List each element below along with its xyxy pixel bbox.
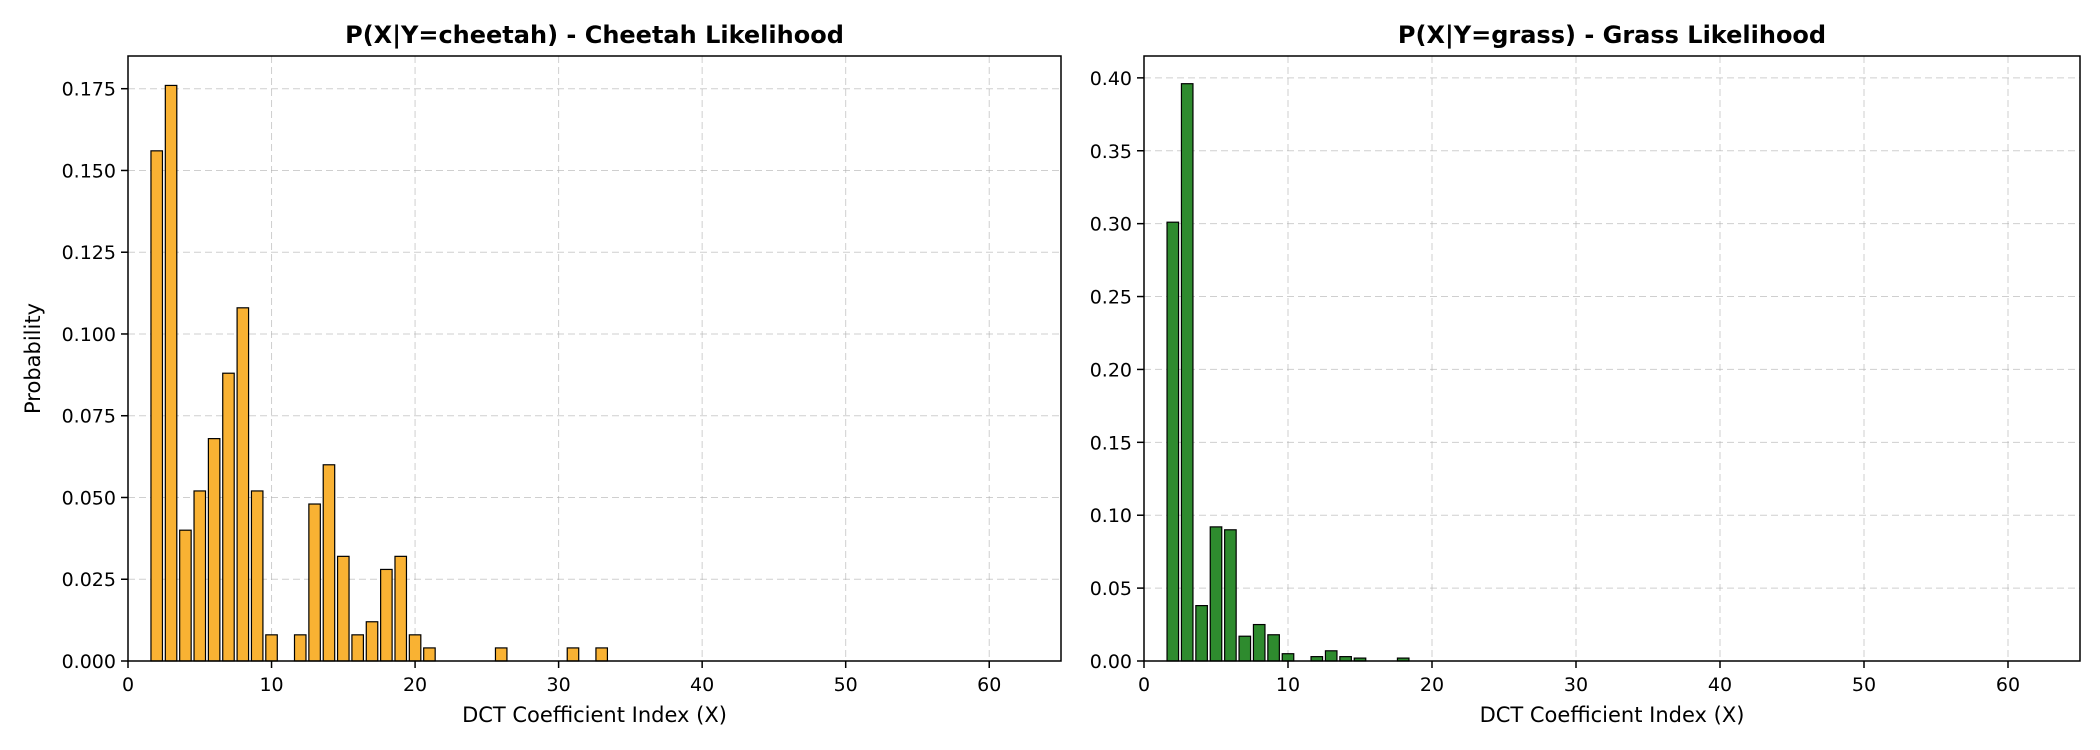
- x-tick-label: 50: [834, 674, 858, 696]
- x-tick-label: 0: [122, 674, 134, 696]
- chart-panel-2: 0 10 20 30 40 50 60 0.00 0.05 0.10 0.15 0.20 0.25 0.3…: [1090, 21, 2081, 727]
- bar: [1166, 221, 1180, 662]
- bar: [1195, 605, 1208, 662]
- x-axis-label: DCT Coefficient Index (X): [462, 703, 727, 727]
- x-tick-label: 0: [1138, 674, 1150, 696]
- x-tick-label: 40: [690, 674, 714, 696]
- bar: [494, 647, 508, 662]
- x-tick-label: 40: [1708, 674, 1732, 696]
- bar: [1238, 635, 1252, 662]
- bar: [351, 634, 365, 662]
- y-tick-label: 0.050: [62, 487, 116, 509]
- y-tick-label: 0.25: [1090, 287, 1132, 309]
- chart-title: P(X|Y=cheetah) - Cheetah Likelihood: [345, 21, 844, 49]
- y-tick-label: 0.00: [1090, 651, 1132, 673]
- y-tick-label: 0.15: [1090, 432, 1132, 454]
- bar: [1252, 623, 1266, 662]
- y-tick-label: 0.20: [1090, 359, 1132, 381]
- x-tick-label: 20: [403, 674, 427, 696]
- y-tick-label: 0.025: [62, 569, 116, 591]
- bar: [1209, 526, 1223, 662]
- y-tick-label: 0.30: [1090, 214, 1132, 236]
- chart-panel-1: 0 10 20 30 40 50 60 0.000 0.025 0.050 0.075 0.100 0.…: [21, 21, 1062, 727]
- x-tick-label: 20: [1420, 674, 1444, 696]
- bar: [1224, 529, 1237, 662]
- y-tick-label: 0.150: [62, 160, 116, 182]
- bar: [164, 84, 178, 662]
- y-tick-label: 0.125: [62, 242, 116, 264]
- bar: [408, 634, 422, 662]
- x-tick-label: 30: [547, 674, 571, 696]
- y-axis-label: Probability: [21, 303, 45, 414]
- bar: [1324, 650, 1338, 662]
- bar: [394, 555, 408, 662]
- x-tick-label: 60: [1996, 674, 2020, 696]
- bar: [365, 621, 379, 662]
- y-tick-label: 0.075: [62, 406, 116, 428]
- bar: [150, 150, 164, 662]
- bar: [250, 490, 264, 662]
- x-tick-label: 30: [1564, 674, 1588, 696]
- bar: [193, 490, 207, 662]
- bar: [595, 647, 609, 662]
- y-tick-label: 0.10: [1090, 505, 1132, 527]
- axes-frame: [127, 55, 1062, 662]
- y-tick-label: 0.100: [62, 324, 116, 346]
- bar: [423, 647, 436, 662]
- bar: [207, 438, 221, 662]
- chart-title: P(X|Y=grass) - Grass Likelihood: [1398, 21, 1826, 49]
- bar: [293, 634, 307, 662]
- bar: [336, 555, 350, 662]
- bar: [1180, 83, 1194, 662]
- x-tick-label: 10: [259, 674, 283, 696]
- bar: [308, 503, 321, 662]
- x-tick-label: 10: [1276, 674, 1300, 696]
- bar: [236, 307, 250, 662]
- axes-frame: [1143, 55, 2081, 662]
- bar: [179, 529, 192, 662]
- bar: [566, 647, 580, 662]
- bar: [265, 634, 278, 662]
- y-tick-label: 0.175: [62, 79, 116, 101]
- bar: [380, 568, 393, 662]
- y-tick-label: 0.40: [1090, 68, 1132, 90]
- x-tick-label: 50: [1852, 674, 1876, 696]
- bar: [1267, 634, 1280, 662]
- y-tick-label: 0.35: [1090, 141, 1132, 163]
- bar: [222, 372, 235, 662]
- bar: [1281, 653, 1295, 662]
- y-tick-label: 0.05: [1090, 578, 1132, 600]
- y-tick-label: 0.000: [62, 651, 116, 673]
- x-axis-label: DCT Coefficient Index (X): [1480, 703, 1745, 727]
- bar: [322, 464, 336, 662]
- x-tick-label: 60: [977, 674, 1001, 696]
